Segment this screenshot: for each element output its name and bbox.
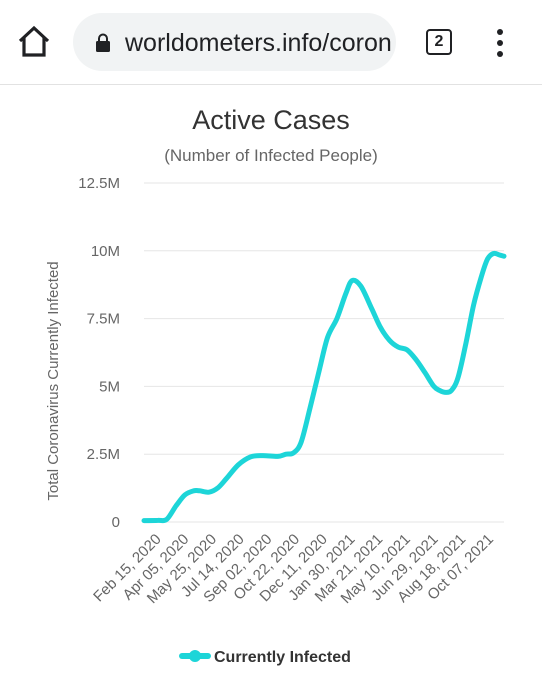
- y-tick-label: 7.5M: [87, 311, 120, 328]
- address-bar[interactable]: worldometers.info/coron: [73, 13, 396, 71]
- data-point[interactable]: [236, 463, 241, 467]
- data-point[interactable]: [413, 357, 418, 362]
- data-point[interactable]: [260, 453, 265, 458]
- data-point[interactable]: [491, 251, 496, 256]
- data-point[interactable]: [284, 452, 288, 457]
- series-line-currently-infected[interactable]: [141, 250, 507, 524]
- y-tick-label: 12.5M: [78, 175, 120, 192]
- y-tick-label: 0: [112, 514, 120, 531]
- data-point[interactable]: [405, 347, 409, 352]
- data-point[interactable]: [431, 384, 436, 389]
- data-point[interactable]: [299, 440, 304, 444]
- active-cases-chart: Active Cases (Number of Infected People)…: [45, 105, 507, 666]
- tab-switcher-button[interactable]: 2: [426, 29, 454, 57]
- data-point[interactable]: [164, 517, 169, 522]
- lock-icon: [95, 33, 111, 53]
- browser-toolbar: worldometers.info/coron 2: [0, 0, 542, 85]
- data-point[interactable]: [387, 338, 392, 343]
- data-point[interactable]: [174, 503, 179, 508]
- data-point[interactable]: [485, 256, 490, 261]
- tab-count: 2: [426, 29, 452, 55]
- data-point[interactable]: [449, 388, 454, 393]
- home-icon[interactable]: [16, 24, 52, 60]
- data-point[interactable]: [358, 284, 363, 289]
- y-tick-labels: 0 2.5M 5M 7.5M 10M 12.5M: [78, 175, 120, 531]
- y-axis-title: Total Coronavirus Currently Infected: [45, 261, 62, 500]
- legend-label[interactable]: Currently Infected: [214, 649, 351, 666]
- data-point[interactable]: [248, 454, 253, 459]
- data-point[interactable]: [343, 292, 348, 297]
- data-point[interactable]: [502, 254, 506, 259]
- data-point[interactable]: [224, 476, 229, 481]
- chart-title: Active Cases: [192, 105, 350, 135]
- data-point[interactable]: [197, 488, 202, 493]
- data-point[interactable]: [142, 518, 146, 523]
- data-point[interactable]: [191, 488, 196, 493]
- data-point[interactable]: [497, 252, 502, 257]
- data-point[interactable]: [317, 368, 322, 373]
- data-point[interactable]: [463, 343, 468, 348]
- data-point[interactable]: [291, 450, 296, 455]
- legend-point-marker: [189, 650, 201, 662]
- data-point[interactable]: [206, 490, 211, 495]
- data-point[interactable]: [350, 278, 355, 283]
- y-tick-label: 5M: [99, 378, 120, 395]
- data-point[interactable]: [156, 518, 160, 523]
- data-point[interactable]: [308, 406, 312, 411]
- data-point[interactable]: [378, 324, 383, 329]
- url-text[interactable]: worldometers.info/coron: [125, 29, 392, 57]
- data-point[interactable]: [396, 345, 401, 350]
- data-point[interactable]: [334, 316, 339, 321]
- y-tick-label: 10M: [91, 243, 120, 260]
- series-layer: [141, 250, 507, 524]
- data-point[interactable]: [215, 486, 220, 491]
- grid-layer: [144, 182, 504, 523]
- data-point[interactable]: [369, 305, 374, 310]
- data-point[interactable]: [479, 273, 484, 278]
- data-point[interactable]: [182, 492, 187, 497]
- data-point[interactable]: [443, 390, 448, 395]
- data-point[interactable]: [423, 370, 428, 375]
- data-point[interactable]: [437, 388, 442, 393]
- legend[interactable]: Currently Infected: [179, 649, 351, 666]
- data-point[interactable]: [275, 454, 280, 459]
- data-point[interactable]: [325, 335, 330, 340]
- y-tick-label: 2.5M: [87, 446, 120, 463]
- data-point[interactable]: [455, 376, 460, 381]
- data-point[interactable]: [471, 303, 476, 307]
- chart-subtitle: (Number of Infected People): [164, 146, 378, 165]
- more-vert-icon[interactable]: [490, 28, 510, 58]
